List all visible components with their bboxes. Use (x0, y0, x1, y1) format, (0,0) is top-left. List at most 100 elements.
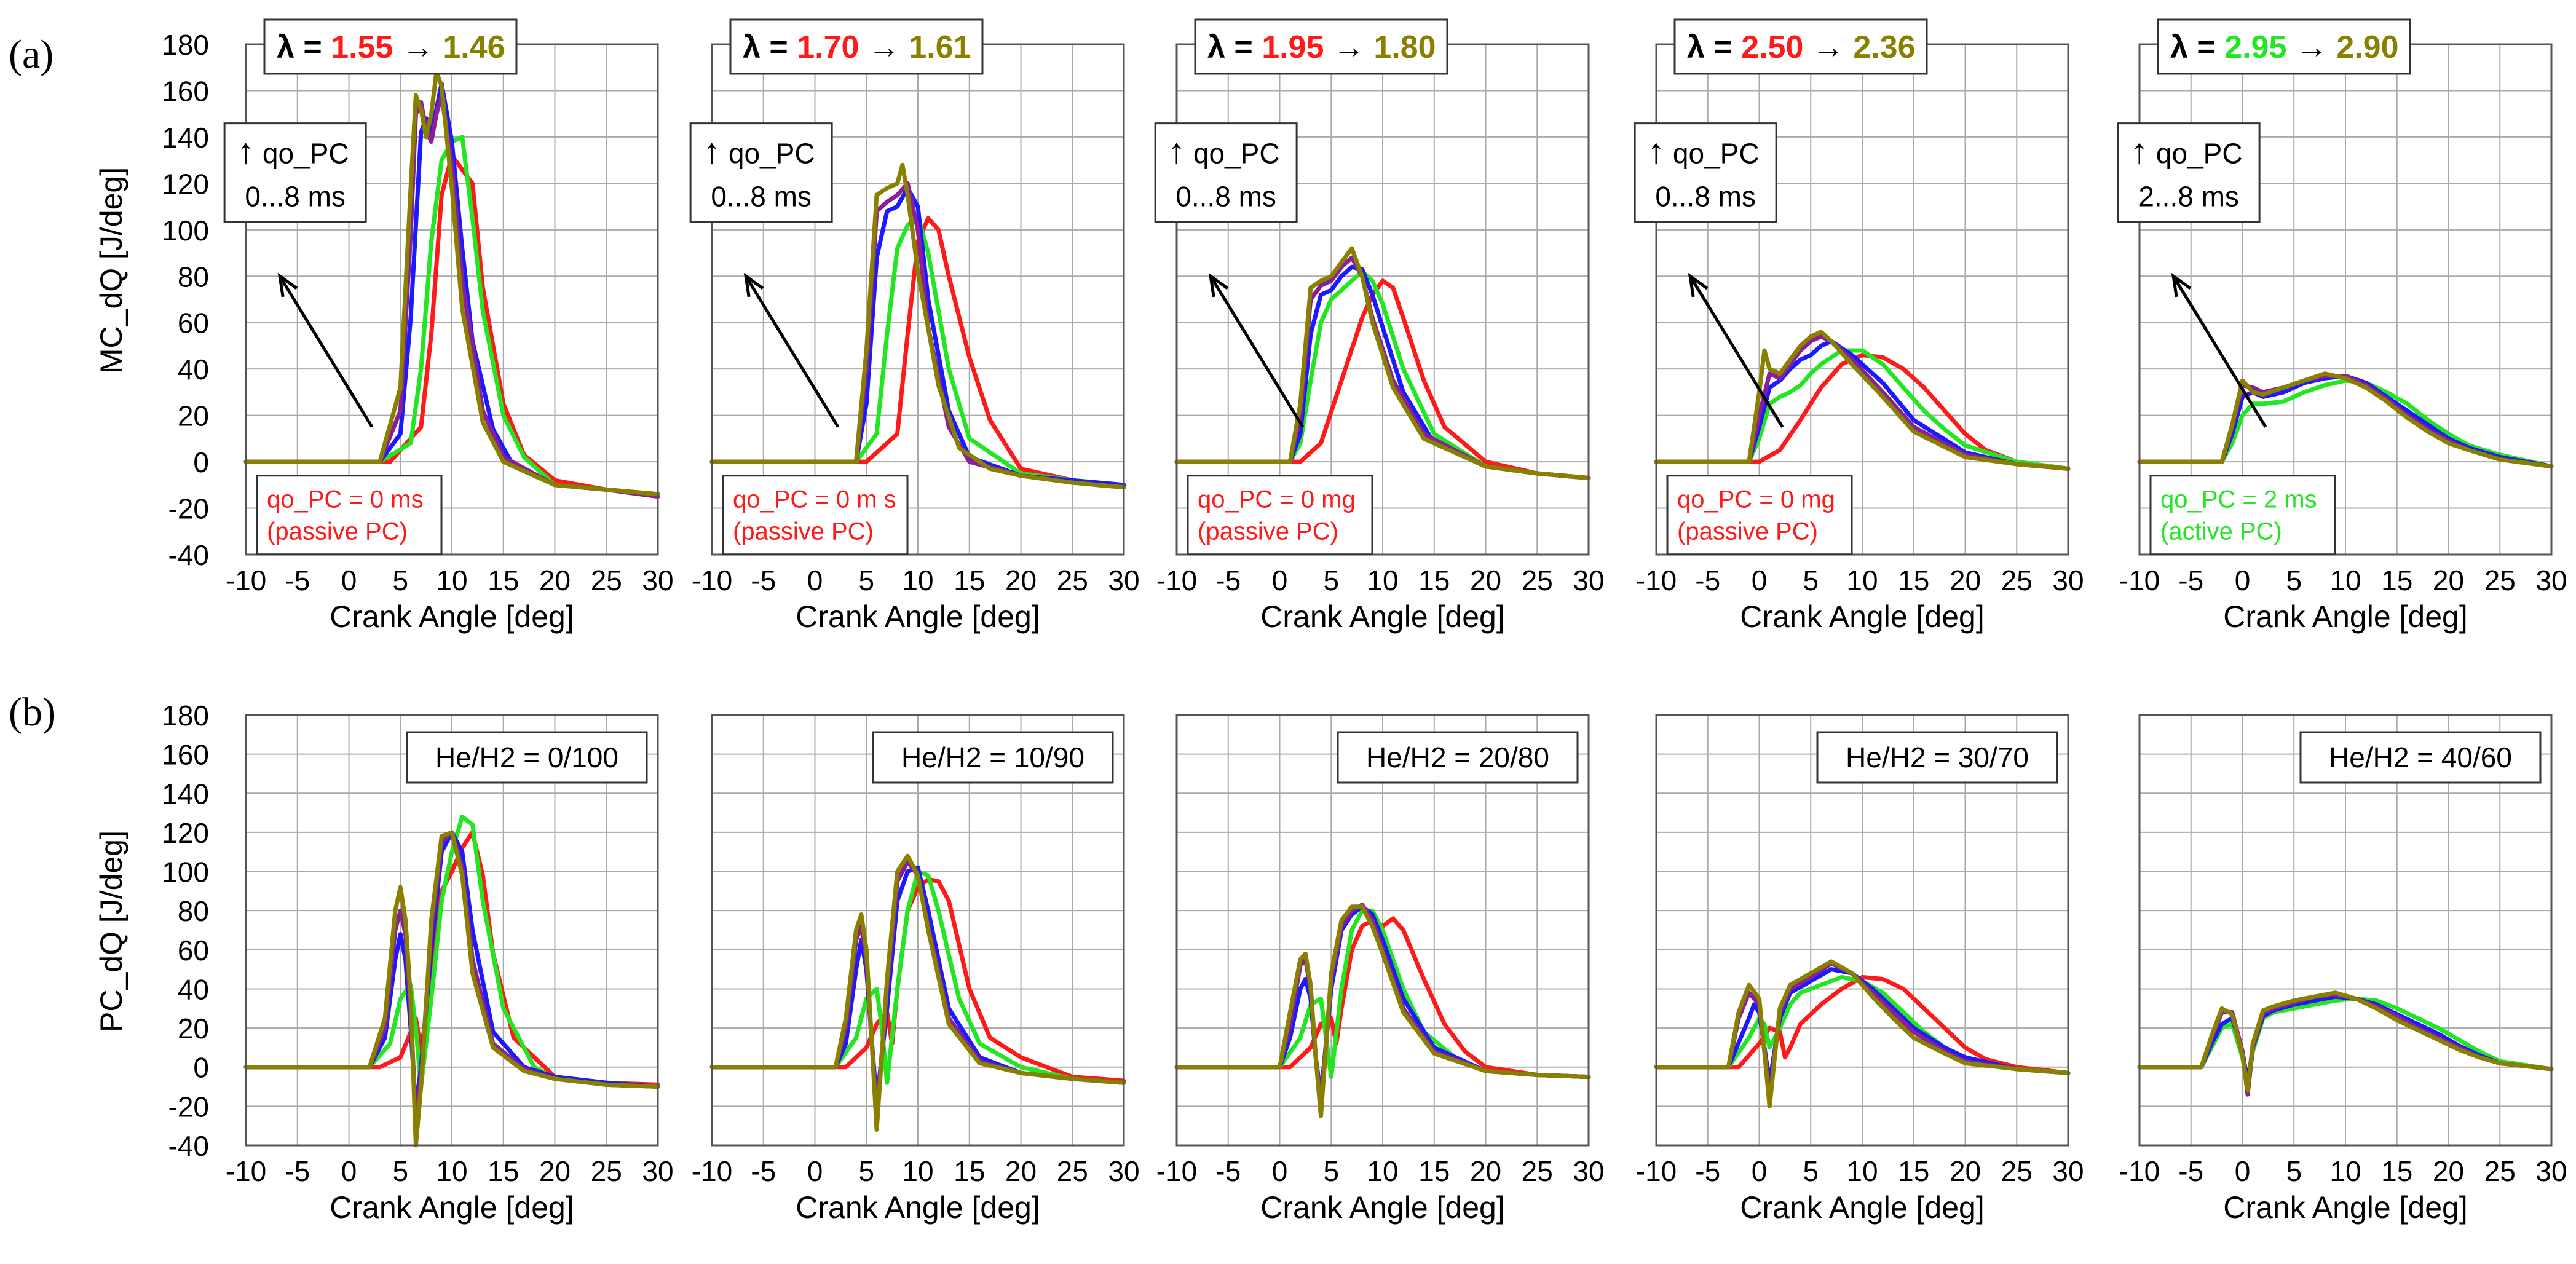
y-tick-label: 120 (162, 817, 209, 849)
qo-pc-box-line1: ↑ qo_PC (237, 132, 349, 172)
x-tick-label: 20 (1470, 1155, 1501, 1187)
x-tick-label: 30 (2535, 1155, 2567, 1187)
lambda-box (2157, 18, 2411, 75)
x-tick-label: 25 (2001, 564, 2033, 596)
lambda-label: λ = 1.70 → 1.61 (743, 30, 971, 65)
x-tick-label: -10 (226, 564, 266, 596)
x-tick-label: 15 (954, 564, 985, 596)
lambda-box (1194, 18, 1448, 75)
trend-arrow-icon (278, 275, 374, 428)
y-tick-label: 80 (178, 895, 209, 927)
he-h2-box (872, 731, 1114, 784)
y-tick-label: -40 (168, 1130, 209, 1162)
lambda-arrow: → (2286, 30, 2336, 65)
he-h2-box (1337, 731, 1579, 784)
x-tick-label: 10 (902, 564, 933, 596)
series-line (2137, 996, 2554, 1089)
panel: -10 -5 0 5 10 15 20 25 30 Crank Angle [deg] λ = 1.… (223, 18, 674, 634)
x-tick-label: 10 (2329, 1155, 2361, 1187)
lambda-to: 2.90 (2336, 30, 2398, 65)
x-tick-label: 25 (1522, 564, 1553, 596)
x-axis-label: Crank Angle [deg] (1260, 599, 1505, 634)
lambda-from: 2.50 (1741, 30, 1803, 65)
qo-pc-text: qo_PC (1665, 138, 1759, 170)
y-tick-label: -20 (168, 493, 209, 525)
up-arrow-icon: ↑ (703, 132, 721, 172)
x-tick-label: 10 (2329, 564, 2361, 596)
lambda-box (729, 18, 984, 75)
lambda-label: λ = 1.95 → 1.80 (1207, 30, 1436, 65)
reference-line1: qo_PC = 0 ms (267, 486, 424, 513)
x-axis-label: Crank Angle [deg] (1740, 599, 1985, 634)
he-h2-label: He/H2 = 40/60 (2329, 741, 2512, 773)
x-tick-label: -5 (1695, 1155, 1720, 1187)
x-axis-label: Crank Angle [deg] (330, 599, 574, 634)
qo-pc-text: qo_PC (255, 138, 349, 170)
x-axis-label: Crank Angle [deg] (1260, 1190, 1505, 1225)
y-tick-label: 40 (178, 973, 209, 1005)
qo-pc-box-line2: 0...8 ms (711, 181, 812, 213)
up-arrow-icon: ↑ (2130, 132, 2148, 172)
qo-pc-box (1634, 122, 1777, 223)
reference-box (2149, 475, 2336, 556)
x-axis-label: Crank Angle [deg] (1740, 1190, 1985, 1225)
plot-border (711, 714, 1125, 1147)
panel: -10 -5 0 5 10 15 20 25 30 Crank Angle [deg] λ = 2.… (1634, 18, 2084, 634)
series-line (709, 853, 1126, 1132)
series-line (1654, 353, 2071, 471)
y-tick-label: 20 (178, 1013, 209, 1045)
x-tick-label: 20 (1005, 564, 1037, 596)
x-tick-label: -5 (2178, 1155, 2203, 1187)
he-h2-box (406, 731, 648, 784)
x-tick-label: 25 (591, 564, 622, 596)
he-h2-box (1816, 731, 2058, 784)
y-tick-label: 40 (178, 354, 209, 385)
x-tick-label: 0 (1752, 1155, 1768, 1187)
y-tick-label: 140 (162, 778, 209, 810)
y-tick-label: 160 (162, 739, 209, 771)
x-axis-label: Crank Angle [deg] (2223, 1190, 2468, 1225)
lambda-prefix: λ = (2170, 30, 2224, 65)
lambda-arrow: → (1803, 30, 1853, 65)
he-h2-box (2299, 731, 2542, 784)
x-tick-label: 5 (1323, 564, 1339, 596)
x-axis-label: Crank Angle [deg] (796, 1190, 1040, 1225)
x-tick-label: 25 (591, 1155, 622, 1187)
x-tick-label: -10 (2119, 1155, 2160, 1187)
x-tick-label: 15 (1418, 564, 1450, 596)
x-tick-label: 30 (2052, 1155, 2084, 1187)
x-tick-label: 0 (1272, 564, 1288, 596)
x-tick-label: 15 (488, 1155, 519, 1187)
x-tick-label: 20 (2433, 1155, 2464, 1187)
x-tick-label: 15 (1898, 564, 1929, 596)
series-line (709, 869, 1126, 1085)
y-tick-label: 0 (193, 446, 209, 478)
reference-box (1666, 475, 1853, 556)
qo-pc-text: qo_PC (1185, 138, 1279, 170)
lambda-to: 1.46 (443, 30, 505, 65)
series-line (243, 135, 660, 497)
reference-line1: qo_PC = 0 m s (733, 486, 896, 513)
lambda-to: 2.36 (1853, 30, 1915, 65)
x-tick-label: 0 (807, 564, 823, 596)
arrowhead-icon (1208, 272, 1229, 298)
lambda-box (1673, 18, 1928, 75)
y-tick-label: 60 (178, 934, 209, 966)
series-line (243, 153, 660, 497)
lambda-from: 1.95 (1262, 30, 1324, 65)
lambda-prefix: λ = (277, 30, 331, 65)
panel: -10 -5 0 5 10 15 20 25 30 Crank Angle [deg] He/H2 … (2119, 714, 2567, 1225)
x-tick-label: 20 (1950, 564, 1981, 596)
qo-pc-box-line1: ↑ qo_PC (2130, 132, 2242, 172)
lambda-prefix: λ = (743, 30, 797, 65)
series-line (243, 830, 660, 1148)
y-tick-label: -40 (168, 539, 209, 571)
x-tick-label: 20 (539, 1155, 571, 1187)
x-tick-label: 30 (1108, 1155, 1139, 1187)
panel: -10 -5 0 5 10 15 20 25 30 Crank Angle [deg] He/H2 … (1156, 714, 1605, 1225)
x-tick-label: 10 (1367, 564, 1398, 596)
series-line (1654, 967, 2071, 1085)
series-line (1654, 348, 2071, 471)
